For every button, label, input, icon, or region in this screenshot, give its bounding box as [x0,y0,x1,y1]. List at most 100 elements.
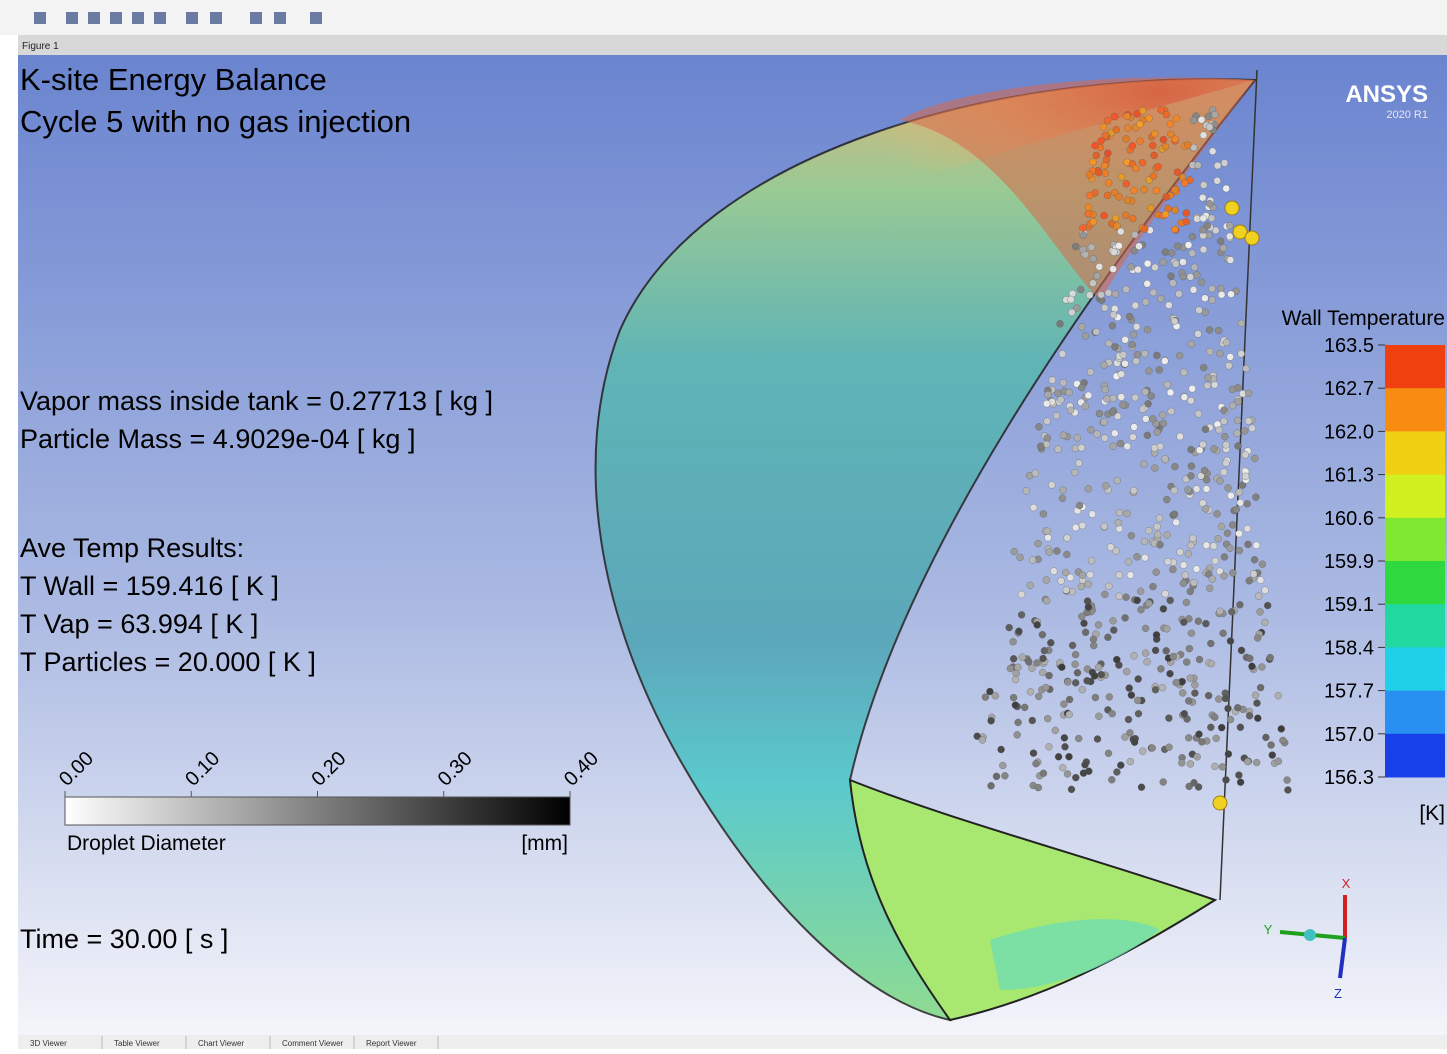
particle [1105,289,1112,296]
tool-icon[interactable] [274,12,286,24]
tab[interactable]: Table Viewer [114,1039,160,1048]
particle [1214,177,1221,184]
tool-icon[interactable] [154,12,166,24]
particle [1227,492,1234,499]
color-band [1385,604,1445,648]
particle [998,746,1005,753]
particle [1110,266,1117,273]
annotation: Time = 30.00 [ s ] [20,924,228,954]
particle [1072,524,1079,531]
particle [1185,486,1192,493]
tick-label: 162.0 [1324,421,1374,443]
particle [1082,332,1089,339]
particle [1160,420,1167,427]
particle [1168,408,1175,415]
particle [1154,429,1161,436]
particle [1149,142,1156,149]
particle [1118,371,1125,378]
particle [1196,731,1203,738]
tick-label: 157.0 [1324,724,1374,746]
particle [1154,531,1161,538]
particle [1253,759,1260,766]
particle [1040,770,1047,777]
particle [1122,360,1129,367]
particle [1055,753,1062,760]
particle [1147,205,1154,212]
particle [1220,245,1227,252]
tool-icon[interactable] [210,12,222,24]
particle [1160,259,1167,266]
tick-label: 158.4 [1324,637,1374,659]
particle [1200,246,1207,253]
particle [1029,557,1036,564]
tool-icon[interactable] [88,12,100,24]
particle [1044,528,1051,535]
particle [1217,608,1224,615]
particle [1257,577,1264,584]
tool-icon[interactable] [186,12,198,24]
particle [1237,499,1244,506]
particle [1079,572,1086,579]
particle [1142,625,1149,632]
particle [1278,725,1285,732]
tab[interactable]: 3D Viewer [30,1039,67,1048]
particle [1171,511,1178,518]
particle [1067,296,1074,303]
particle [1137,138,1144,145]
particle [1029,717,1036,724]
particle [1163,625,1170,632]
particle [1229,569,1236,576]
tab[interactable]: Report Viewer [366,1039,417,1048]
particle [1082,629,1089,636]
particle [1209,285,1216,292]
particle [1249,663,1256,670]
particle [1181,710,1188,717]
particle [1110,443,1117,450]
triad-label: Z [1334,986,1342,1001]
particle [1132,165,1139,172]
particle [1089,511,1096,518]
particle [1093,328,1100,335]
particle [1087,571,1094,578]
particle [1013,670,1020,677]
legend-title: Droplet Diameter [67,832,226,855]
particle [1208,215,1215,222]
particle [1044,435,1051,442]
particle [1066,753,1073,760]
figure-label[interactable]: Figure 1 [22,41,59,52]
particle [1206,124,1213,131]
particle [1179,678,1186,685]
particle [1141,226,1148,233]
particle [1168,273,1175,280]
particle [1061,734,1068,741]
particle [1221,407,1228,414]
particle [1018,611,1025,618]
particle [1023,487,1030,494]
particle [1123,286,1130,293]
tool-icon[interactable] [250,12,262,24]
tool-icon[interactable] [66,12,78,24]
particle [1152,647,1159,654]
particle [1076,502,1083,509]
particle [1086,192,1093,199]
particle [1052,727,1059,734]
particle [1153,352,1160,359]
particle [1167,389,1174,396]
particle [1019,654,1026,661]
tab[interactable]: Comment Viewer [282,1039,344,1048]
particle [1045,391,1052,398]
particle [1222,695,1229,702]
particle [1123,668,1130,675]
tool-icon[interactable] [132,12,144,24]
tool-icon[interactable] [110,12,122,24]
particle [1134,597,1141,604]
particle [1264,602,1271,609]
particle [1152,686,1159,693]
particle [1257,684,1264,691]
tool-icon[interactable] [34,12,46,24]
particle [1104,150,1111,157]
tool-icon[interactable] [310,12,322,24]
particle [1066,389,1073,396]
tab[interactable]: Chart Viewer [198,1039,244,1048]
particle [1135,676,1142,683]
